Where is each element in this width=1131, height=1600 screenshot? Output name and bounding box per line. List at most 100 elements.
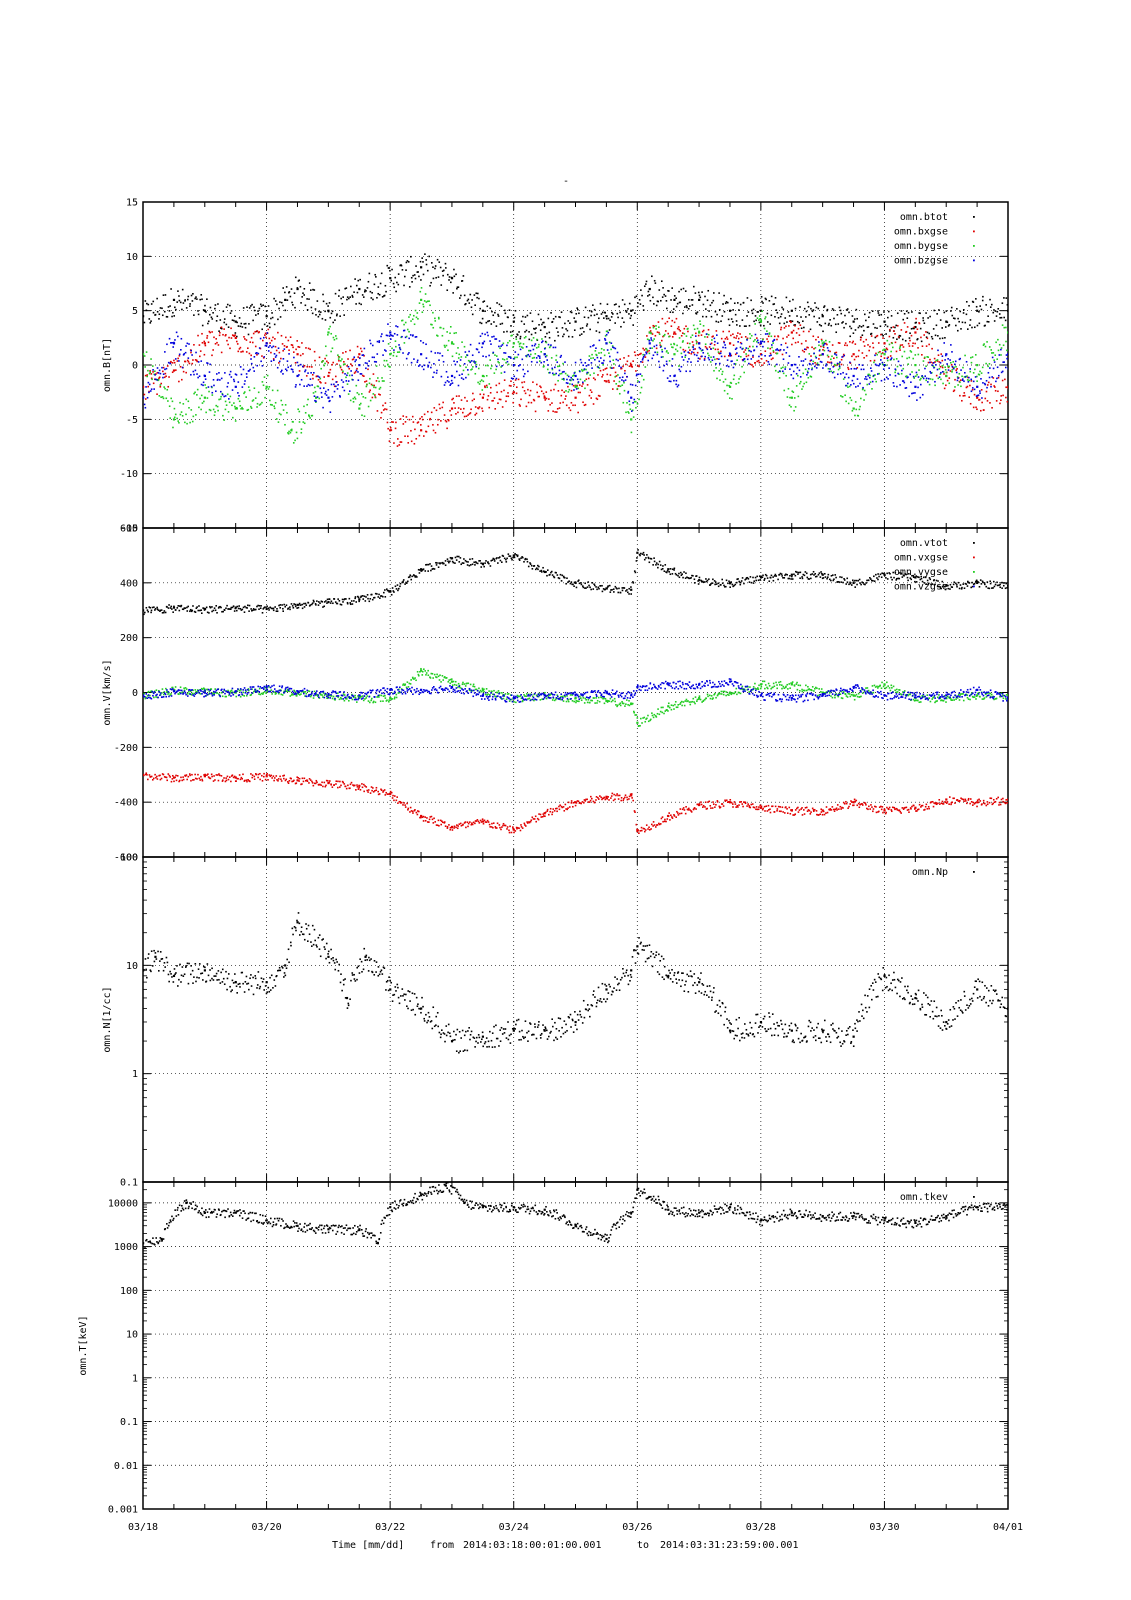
data-point — [895, 324, 898, 327]
data-point — [176, 301, 179, 303]
data-point — [311, 366, 313, 368]
data-point — [921, 345, 924, 347]
data-point — [510, 325, 512, 327]
data-point — [400, 264, 403, 267]
data-point — [564, 372, 567, 375]
data-point — [227, 778, 230, 781]
data-point — [661, 350, 664, 353]
data-point — [473, 398, 475, 401]
data-point — [588, 359, 590, 361]
data-point — [461, 341, 463, 343]
data-point — [484, 333, 486, 336]
data-point — [956, 379, 959, 382]
data-point — [439, 562, 441, 565]
data-point — [689, 577, 691, 580]
data-point — [869, 359, 872, 362]
data-point — [910, 334, 913, 337]
data-point — [237, 381, 240, 383]
data-point — [628, 412, 630, 414]
data-point — [794, 574, 797, 577]
data-point — [254, 397, 257, 399]
data-point — [636, 403, 639, 405]
data-point — [458, 561, 461, 563]
data-point — [534, 332, 537, 334]
data-point — [251, 341, 254, 344]
data-point — [389, 590, 392, 593]
data-point — [539, 360, 541, 362]
data-point — [329, 316, 332, 319]
data-point — [602, 362, 604, 364]
data-point — [193, 344, 195, 346]
data-point — [886, 578, 889, 580]
data-point — [650, 339, 653, 341]
data-point — [537, 313, 540, 316]
data-point — [887, 356, 890, 359]
data-point — [380, 595, 383, 597]
data-point — [741, 365, 743, 368]
data-point — [203, 374, 206, 378]
data-point — [257, 352, 260, 355]
data-point — [991, 352, 993, 354]
data-point — [801, 577, 804, 580]
data-point — [540, 569, 543, 572]
data-point — [602, 364, 604, 366]
data-point — [738, 378, 740, 380]
data-point — [510, 385, 512, 387]
data-point — [531, 567, 534, 570]
data-point — [876, 334, 879, 337]
data-point — [569, 379, 571, 381]
data-point — [429, 418, 431, 421]
data-point — [968, 304, 970, 307]
data-point — [380, 411, 383, 414]
data-point — [501, 322, 504, 325]
data-point — [977, 394, 980, 397]
data-point — [683, 571, 685, 573]
data-point — [253, 778, 256, 781]
data-point — [851, 579, 854, 582]
data-point — [515, 554, 518, 556]
data-point — [990, 385, 992, 388]
data-point — [728, 342, 732, 345]
data-point — [453, 275, 456, 278]
data-point — [468, 413, 471, 415]
data-point — [704, 295, 706, 298]
data-point — [385, 359, 388, 362]
data-point — [394, 340, 397, 342]
data-point — [273, 353, 276, 355]
data-point — [396, 445, 399, 447]
data-point — [979, 390, 981, 392]
data-point — [972, 406, 975, 409]
data-point — [198, 605, 200, 607]
data-point — [739, 346, 742, 349]
data-point — [181, 608, 184, 610]
data-point — [219, 319, 222, 321]
data-point — [219, 398, 222, 400]
data-point — [566, 378, 568, 381]
data-point — [461, 280, 464, 282]
data-point — [871, 388, 873, 390]
data-point — [894, 571, 897, 574]
data-point — [365, 367, 367, 370]
data-point — [178, 295, 180, 297]
data-point — [971, 326, 973, 329]
data-point — [461, 411, 464, 414]
data-point — [933, 366, 935, 369]
data-point — [154, 607, 157, 610]
data-point — [851, 355, 853, 358]
data-point — [285, 286, 288, 288]
data-point — [474, 414, 477, 416]
data-point — [325, 354, 328, 357]
data-point — [736, 359, 738, 362]
data-point — [397, 587, 400, 590]
data-point — [196, 373, 198, 375]
data-point — [171, 362, 174, 364]
data-point — [246, 607, 248, 609]
data-point — [615, 383, 618, 385]
data-point — [484, 385, 486, 387]
data-point — [181, 288, 184, 291]
data-point — [466, 299, 469, 302]
data-point — [193, 314, 195, 316]
data-point — [869, 381, 872, 383]
data-point — [737, 337, 740, 340]
data-point — [376, 593, 378, 595]
